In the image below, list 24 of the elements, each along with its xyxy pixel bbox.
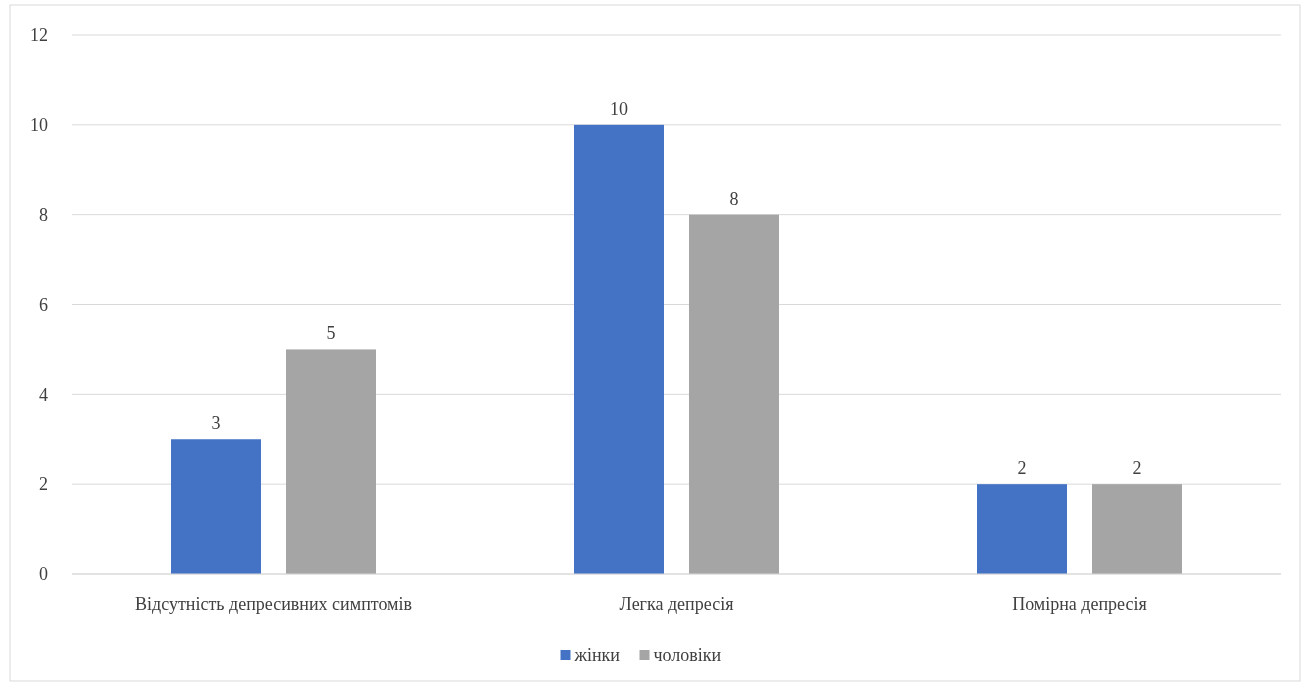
y-tick-label: 0 bbox=[39, 564, 48, 585]
data-label: 2 bbox=[1017, 458, 1027, 479]
data-label: 2 bbox=[1132, 458, 1142, 479]
y-tick-label: 12 bbox=[30, 25, 48, 46]
data-label: 8 bbox=[729, 188, 739, 209]
legend-label: чоловіки bbox=[653, 645, 722, 666]
x-tick-label: Відсутність депресивних симптомів bbox=[135, 594, 412, 614]
bar bbox=[574, 124, 664, 574]
data-label: 3 bbox=[211, 413, 221, 434]
bar bbox=[977, 484, 1067, 574]
x-tick-label: Помірна депресія bbox=[1012, 594, 1147, 614]
data-label: 5 bbox=[326, 323, 336, 344]
bar bbox=[1092, 484, 1182, 574]
bar bbox=[689, 214, 779, 574]
y-tick-label: 8 bbox=[39, 204, 48, 225]
x-tick-label: Легка депресія bbox=[619, 594, 734, 614]
bar bbox=[286, 349, 376, 574]
data-label: 10 bbox=[610, 98, 628, 119]
y-tick-label: 4 bbox=[39, 384, 48, 405]
y-tick-label: 6 bbox=[39, 294, 48, 315]
legend-label: жінки bbox=[573, 645, 621, 666]
y-tick-label: 10 bbox=[30, 115, 48, 136]
y-tick-label: 2 bbox=[39, 474, 48, 495]
bar bbox=[171, 439, 261, 574]
